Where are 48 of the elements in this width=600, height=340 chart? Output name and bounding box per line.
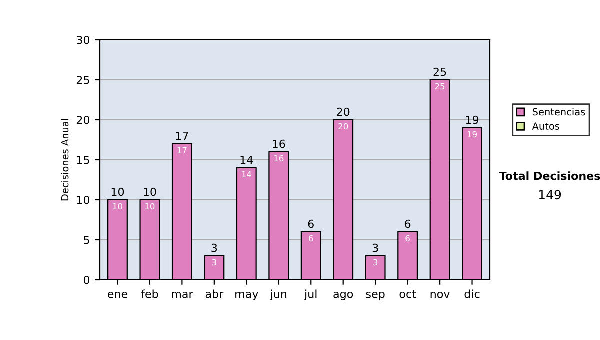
data-label: 19 bbox=[468, 131, 477, 138]
data-label: 3 bbox=[212, 259, 216, 266]
data-label: 16 bbox=[274, 155, 284, 162]
data-label: 14 bbox=[242, 171, 252, 178]
x-tick-label: sep bbox=[366, 292, 385, 300]
x-tick-label: jun bbox=[270, 290, 287, 300]
y-tick-label: 25 bbox=[76, 76, 90, 84]
x-tick-label: may bbox=[236, 292, 258, 300]
data-label: 25 bbox=[435, 83, 445, 90]
total-label: 10 bbox=[112, 188, 124, 196]
y-tick-label: 15 bbox=[77, 156, 90, 164]
y-tick-label: 0 bbox=[84, 276, 90, 284]
x-tick-label: abr bbox=[206, 290, 224, 298]
data-label: 10 bbox=[146, 203, 155, 210]
x-tick-label: ene bbox=[108, 292, 128, 298]
total-label: 25 bbox=[434, 68, 446, 76]
total-label: 10 bbox=[144, 188, 156, 196]
data-label: 3 bbox=[374, 259, 378, 266]
legend-label: Autos bbox=[532, 122, 560, 130]
data-label: 17 bbox=[178, 147, 187, 154]
total-label: 3 bbox=[212, 244, 218, 252]
data-label: 20 bbox=[338, 123, 348, 130]
data-label: 6 bbox=[406, 235, 410, 242]
data-label: 6 bbox=[309, 235, 314, 242]
x-tick-label: dic bbox=[464, 290, 480, 298]
x-tick-label: feb bbox=[141, 290, 158, 298]
total-label: 6 bbox=[308, 220, 314, 228]
data-label: 10 bbox=[113, 203, 122, 210]
y-tick-label: 30 bbox=[76, 36, 90, 44]
x-tick-label: mar bbox=[172, 292, 194, 298]
total-label: 20 bbox=[337, 108, 350, 116]
x-tick-label: oct bbox=[400, 290, 416, 298]
legend-label: Sentencias bbox=[532, 108, 586, 116]
x-tick-label: ago bbox=[334, 292, 354, 300]
text: Total Decisiones bbox=[499, 172, 600, 180]
total-label: 16 bbox=[273, 140, 286, 148]
y-tick-label: 5 bbox=[84, 236, 90, 244]
total-label: 3 bbox=[372, 244, 378, 252]
y-axis-title: Decisiones Anual bbox=[61, 119, 69, 201]
total-label: 17 bbox=[176, 132, 188, 140]
y-tick-label: 10 bbox=[77, 196, 90, 204]
total-label: 14 bbox=[240, 156, 254, 164]
y-tick-label: 20 bbox=[76, 116, 90, 124]
total-label: 6 bbox=[405, 220, 411, 228]
total-label: 19 bbox=[466, 116, 479, 124]
x-tick-label: jul bbox=[304, 290, 317, 300]
x-tick-label: nov bbox=[430, 292, 450, 298]
text: 149 bbox=[539, 190, 562, 200]
